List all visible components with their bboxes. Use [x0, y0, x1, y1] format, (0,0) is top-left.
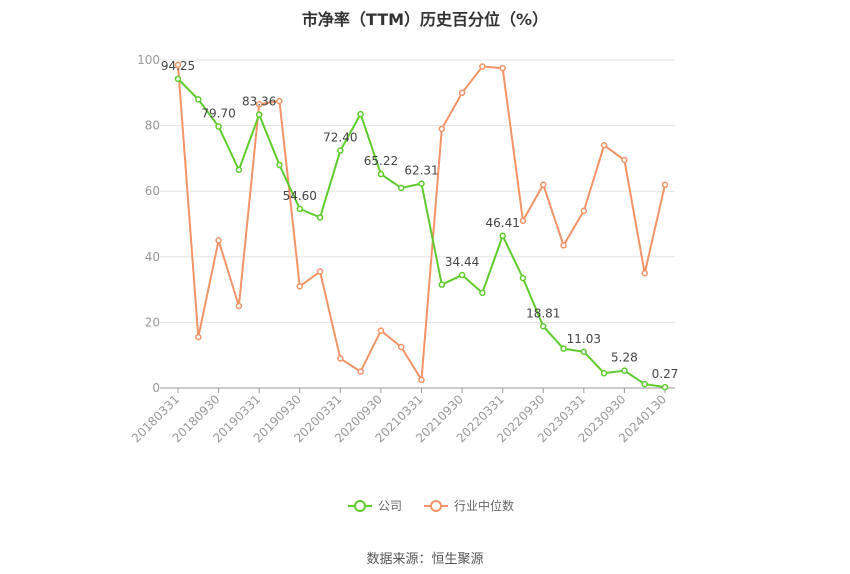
- data-point-company: [641, 380, 648, 388]
- data-point-company: [438, 281, 446, 288]
- data-point-industry: [641, 269, 648, 277]
- data-point-industry: [235, 302, 243, 310]
- data-point-company: [255, 111, 263, 118]
- legend-marker: [354, 500, 366, 512]
- data-point-company: [215, 123, 222, 130]
- data-point-industry: [519, 217, 527, 224]
- data-label: 46.41: [485, 216, 519, 230]
- series-points: [174, 61, 669, 391]
- data-point-industry: [296, 283, 303, 290]
- y-tick-label: 0: [152, 381, 160, 395]
- data-point-industry: [580, 207, 588, 215]
- legend-marker: [430, 500, 442, 512]
- data-point-company: [195, 96, 202, 103]
- data-point-company: [499, 232, 506, 240]
- data-point-industry: [397, 343, 405, 351]
- data-label: 79.70: [201, 107, 235, 121]
- data-point-company: [621, 367, 628, 374]
- data-point-company: [600, 369, 608, 377]
- data-point-industry: [560, 242, 567, 249]
- data-point-company: [357, 110, 364, 118]
- data-point-company: [316, 214, 324, 221]
- data-point-industry: [357, 368, 364, 375]
- data-label: 83.36: [242, 95, 276, 109]
- data-labels: 94.25 79.70 83.36 54.60 72.40 65.22 62.31 34.44…: [161, 59, 679, 381]
- data-point-industry: [540, 181, 547, 188]
- data-point-company: [174, 75, 182, 83]
- data-label: 72.40: [323, 131, 357, 145]
- data-point-industry: [621, 156, 628, 164]
- data-point-company: [337, 147, 344, 154]
- data-point-company: [377, 170, 385, 178]
- data-point-industry: [438, 125, 446, 133]
- data-point-industry: [215, 237, 222, 244]
- y-tick-label: 20: [145, 315, 160, 329]
- data-point-company: [276, 161, 283, 169]
- data-point-industry: [661, 181, 669, 188]
- y-tick-label: 100: [137, 53, 160, 67]
- y-tick-label: 60: [145, 184, 160, 198]
- legend-label: 公司: [378, 499, 402, 513]
- y-tick-label: 40: [145, 250, 160, 264]
- data-point-company: [397, 184, 405, 192]
- data-label: 94.25: [161, 59, 195, 73]
- data-point-company: [458, 271, 466, 279]
- data-point-industry: [458, 89, 466, 97]
- legend[interactable]: 公司 行业中位数: [348, 498, 514, 513]
- data-label: 18.81: [526, 306, 560, 320]
- data-label: 65.22: [364, 154, 398, 168]
- data-point-industry: [377, 327, 385, 334]
- data-point-company: [560, 345, 567, 352]
- data-point-company: [235, 166, 243, 174]
- data-point-industry: [337, 355, 344, 362]
- data-point-company: [540, 323, 547, 330]
- data-point-industry: [499, 64, 506, 72]
- data-point-company: [661, 383, 669, 391]
- data-point-industry: [195, 333, 202, 341]
- data-label: 62.31: [404, 164, 438, 178]
- data-point-company: [479, 289, 486, 297]
- legend-label: 行业中位数: [454, 498, 514, 513]
- data-point-industry: [479, 63, 486, 70]
- data-label: 34.44: [445, 255, 479, 269]
- data-point-industry: [316, 268, 324, 275]
- data-point-company: [580, 348, 588, 356]
- data-point-industry: [418, 376, 425, 384]
- data-point-industry: [255, 101, 263, 108]
- chart-title: 市净率（TTM）历史百分位（%）: [301, 10, 549, 29]
- data-point-industry: [600, 142, 608, 149]
- y-tick-label: 80: [145, 119, 160, 133]
- x-axis: 2018033120180930201903312019093020200331…: [129, 387, 675, 445]
- data-label: 54.60: [283, 189, 317, 203]
- data-point-company: [296, 205, 303, 213]
- y-axis: 0 20 40 60 80 100: [137, 53, 160, 395]
- data-point-industry: [276, 97, 283, 105]
- data-label: 5.28: [611, 351, 638, 365]
- data-point-industry: [174, 61, 182, 69]
- data-label: 11.03: [567, 332, 601, 346]
- source-note: 数据来源：恒生聚源: [366, 552, 484, 567]
- data-label: 0.27: [652, 367, 679, 381]
- data-point-company: [519, 274, 527, 282]
- data-point-company: [418, 180, 425, 187]
